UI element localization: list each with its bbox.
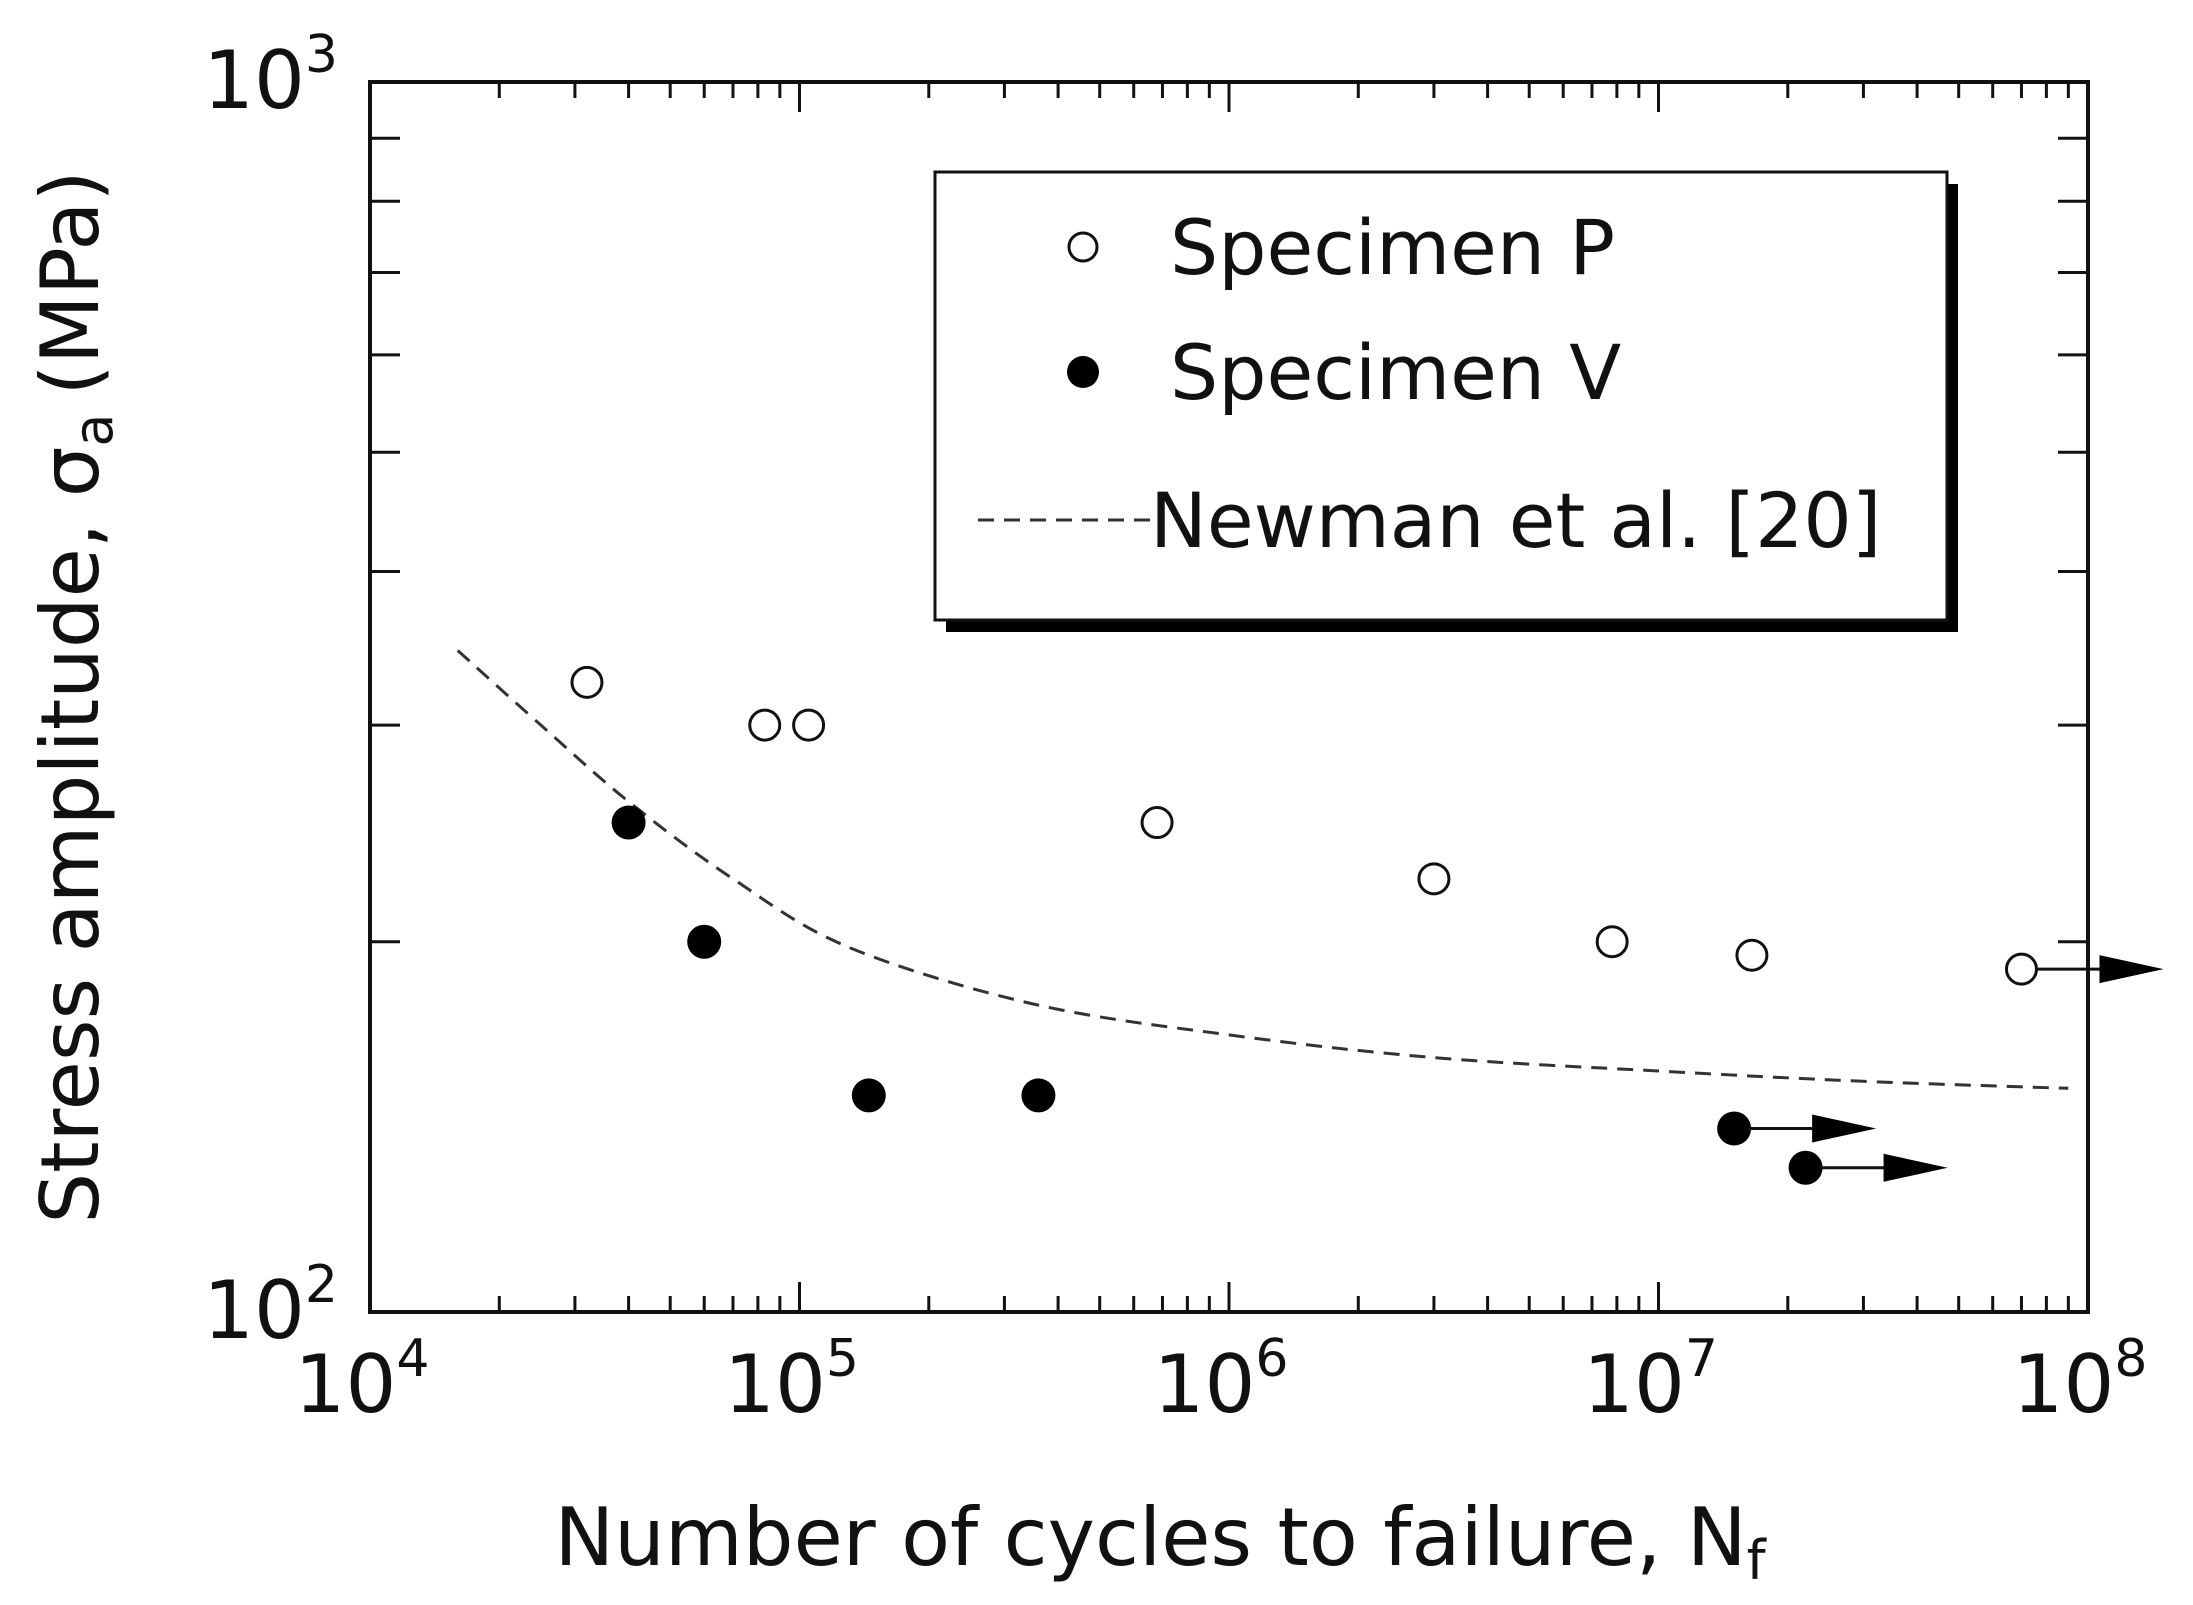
y-axis-title-text: Stress amplitude, σ [24,447,117,1224]
x-tick-label-base: 10 [2013,1338,2115,1431]
points-layer [570,665,2164,1185]
x-tick-labels: 104 105 106 107 108 [295,1329,2148,1431]
axis-ticks [370,82,2088,1312]
specimen-p-point [1140,806,1174,840]
x-tick-label-base: 10 [724,1338,826,1431]
legend-label-specimen-v: Specimen V [1170,328,1621,417]
specimen-p-point [792,708,826,742]
specimen-v-point [1021,1078,1056,1113]
legend-label-newman: Newman et al. [20] [1150,476,1881,565]
legend-box [933,170,1949,622]
specimen-p-point [748,708,782,742]
legend: Specimen P Specimen V Newman et al. [20] [933,170,1958,632]
specimen-p-point [1735,938,1769,972]
x-axis-title-text: Number of cycles to failure, N [554,1491,1746,1584]
curve-layer [456,649,2069,1090]
specimen-v-point [851,1078,886,1113]
x-tick-label-exponent: 5 [826,1329,859,1389]
y-axis-title: Stress amplitude, σa (MPa) [24,170,125,1223]
newman-curve [456,649,2069,1090]
x-tick-label-exponent: 8 [2114,1329,2147,1389]
specimen-p-point [1417,862,1451,896]
x-axis-title: Number of cycles to failure, Nf [554,1491,1767,1592]
legend-marker-specimen-p [1067,231,1099,263]
specimen-v-point [1717,1111,1752,1146]
legend-label-specimen-p: Specimen P [1170,203,1615,292]
x-tick-label-base: 10 [1154,1338,1256,1431]
specimen-v-point [611,805,646,840]
y-tick-label-base: 10 [203,34,305,127]
x-tick-label-exponent: 6 [1255,1329,1288,1389]
y-tick-label-base: 10 [203,1264,305,1357]
x-tick-label-exponent: 7 [1685,1329,1718,1389]
x-tick-label: 104 [295,1329,430,1431]
x-tick-label-base: 10 [1583,1338,1685,1431]
specimen-p-point [1595,925,1629,959]
runout-arrow-head [1812,1114,1877,1143]
specimen-p-point [570,665,604,699]
x-tick-label-base: 10 [295,1338,397,1431]
x-tick-label: 105 [724,1329,859,1431]
runout-arrow-head [1883,1153,1948,1182]
x-tick-label-exponent: 4 [396,1329,429,1389]
specimen-v-point [687,924,722,959]
x-axis-title-sub: f [1747,1529,1768,1592]
runout-arrow-head [2099,955,2164,984]
legend-marker-specimen-v [1067,356,1099,388]
y-axis-title-unit: (MPa) [24,170,117,395]
y-axis-title-sub: a [62,413,125,446]
y-tick-label-exponent: 3 [305,25,338,85]
specimen-p-point [2004,952,2038,986]
y-tick-label: 103 [203,25,338,127]
y-tick-label: 102 [203,1255,338,1357]
x-tick-label: 106 [1154,1329,1289,1431]
x-tick-label: 108 [2013,1329,2148,1431]
specimen-v-point [1788,1150,1823,1185]
x-tick-label: 107 [1583,1329,1718,1431]
y-tick-label-exponent: 2 [305,1255,338,1315]
